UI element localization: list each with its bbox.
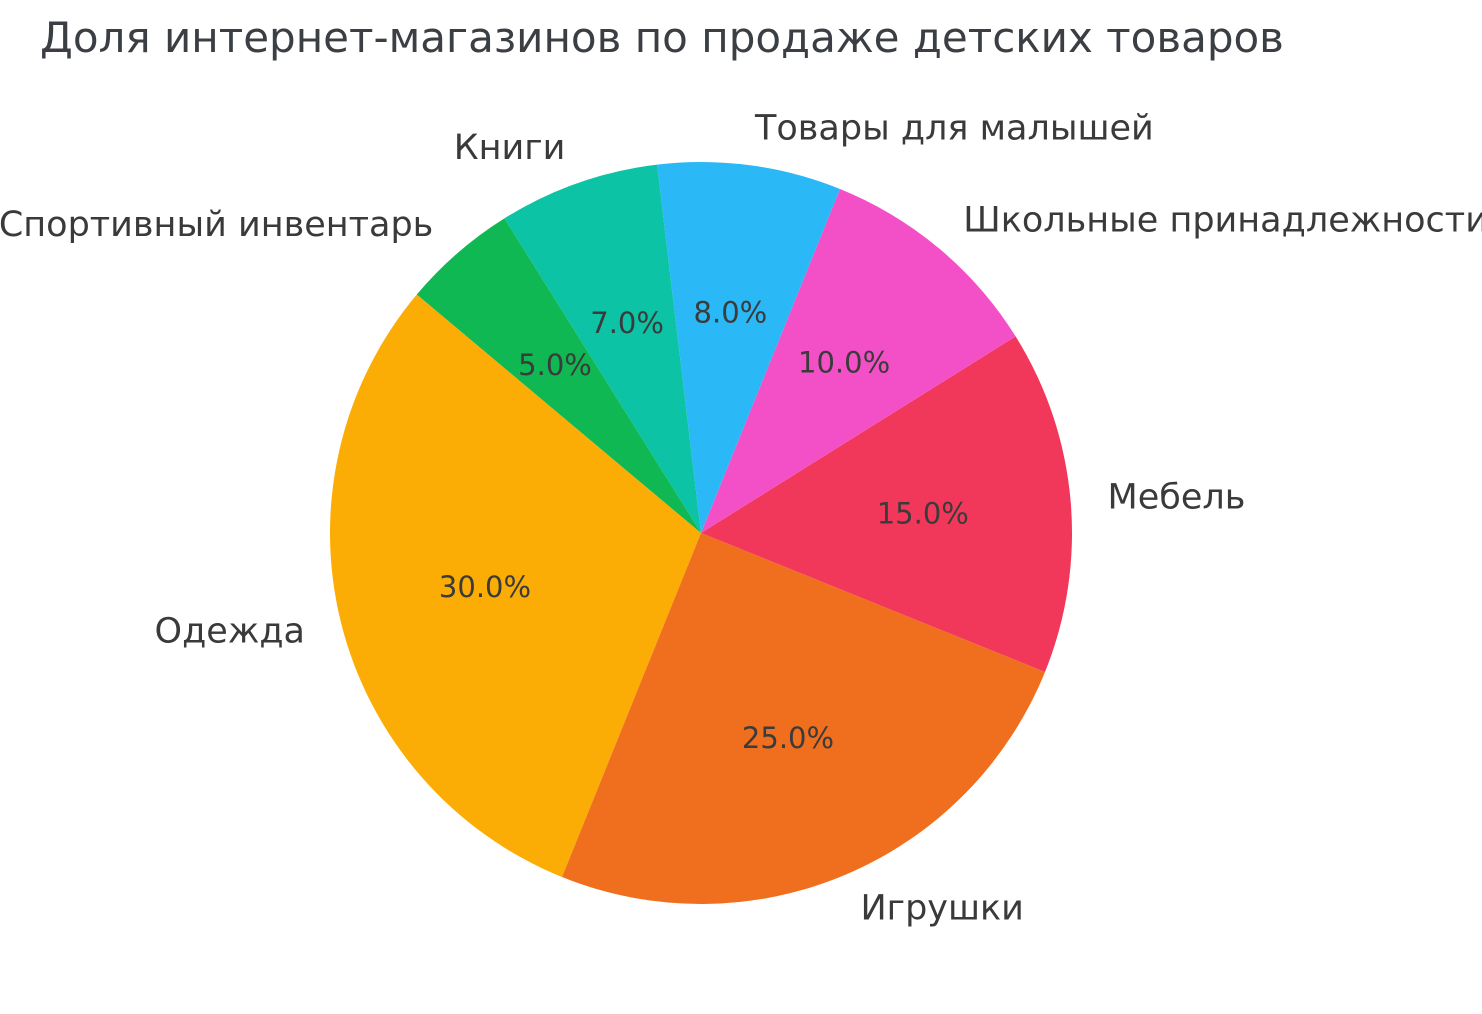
slice-label-sports-equipment: Спортивный инвентарь (0, 205, 433, 245)
slice-label-clothing: Одежда (155, 612, 305, 652)
chart-title: Доля интернет-магазинов по продаже детск… (40, 13, 1284, 62)
slice-label-baby-products: Товары для малышей (754, 109, 1154, 149)
pie-slice-furniture (701, 336, 1073, 672)
slice-label-toys: Игрушки (861, 889, 1024, 929)
slice-label-furniture: Мебель (1108, 477, 1246, 517)
slice-pct-toys: 25.0% (742, 721, 834, 755)
pie-slice-school-supplies (701, 189, 1016, 533)
slice-pct-books: 7.0% (590, 306, 664, 340)
pie-slice-clothing (330, 294, 701, 877)
pie-slice-books (504, 164, 701, 534)
pie-slice-baby-products (657, 161, 840, 533)
slice-label-books: Книги (454, 128, 566, 168)
pie-slice-sports-equipment (416, 218, 701, 533)
slice-label-school-supplies: Школьные принадлежности (963, 200, 1482, 240)
slice-pct-furniture: 15.0% (877, 497, 969, 531)
slice-pct-sports-equipment: 5.0% (518, 348, 592, 382)
pie-slice-toys (562, 533, 1045, 905)
slice-pct-baby-products: 8.0% (694, 295, 768, 329)
slice-pct-school-supplies: 10.0% (798, 346, 890, 380)
slice-pct-clothing: 30.0% (439, 570, 531, 604)
